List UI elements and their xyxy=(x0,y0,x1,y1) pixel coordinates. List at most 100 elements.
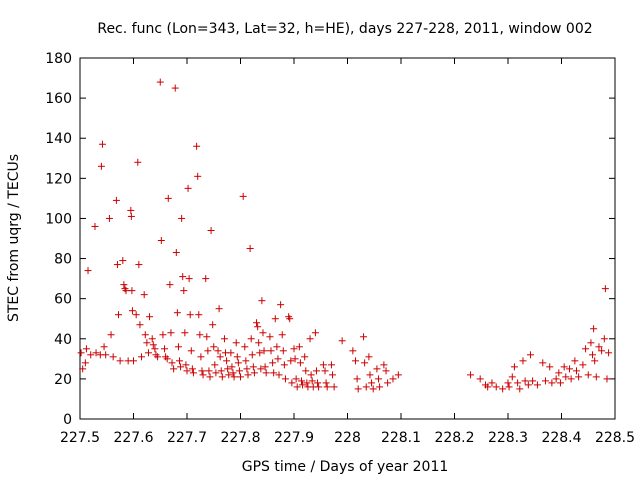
data-point xyxy=(327,361,335,369)
data-point xyxy=(308,377,316,385)
data-point xyxy=(539,359,547,367)
data-point xyxy=(600,335,608,343)
data-point xyxy=(295,343,303,351)
data-point xyxy=(119,257,127,265)
y-tick-label: 60 xyxy=(54,292,72,308)
data-point xyxy=(181,329,189,337)
x-tick-label: 228.5 xyxy=(595,430,635,446)
data-point xyxy=(605,349,613,357)
data-point xyxy=(154,353,162,361)
data-point xyxy=(156,78,164,86)
data-point xyxy=(584,371,592,379)
data-point xyxy=(261,363,269,371)
data-point xyxy=(365,353,373,361)
data-point xyxy=(362,383,370,391)
data-point xyxy=(476,375,484,383)
data-point xyxy=(195,311,203,319)
data-point xyxy=(510,363,518,371)
data-point xyxy=(375,375,383,383)
data-point xyxy=(87,351,95,359)
data-point xyxy=(382,367,390,375)
data-point xyxy=(141,331,149,339)
data-point xyxy=(319,361,327,369)
data-point xyxy=(177,363,185,371)
y-tick-label: 120 xyxy=(45,171,72,187)
data-point xyxy=(250,369,258,377)
data-point xyxy=(262,369,270,377)
data-point xyxy=(312,367,320,375)
data-point xyxy=(212,369,220,377)
data-point xyxy=(232,339,240,347)
data-point xyxy=(548,379,556,387)
data-point xyxy=(115,311,123,319)
data-point xyxy=(148,335,156,343)
data-point xyxy=(592,373,600,381)
data-point xyxy=(582,345,590,353)
data-point xyxy=(499,385,507,393)
data-point xyxy=(595,343,603,351)
data-point xyxy=(173,309,181,317)
data-point xyxy=(279,347,287,355)
data-point xyxy=(258,297,266,305)
data-point xyxy=(277,301,285,309)
x-tick-label: 227.9 xyxy=(274,430,314,446)
data-point xyxy=(552,375,560,383)
data-point xyxy=(229,369,237,377)
data-point xyxy=(321,367,329,375)
data-point xyxy=(556,379,564,387)
data-point xyxy=(159,331,167,339)
data-point xyxy=(533,381,541,389)
data-point xyxy=(255,339,263,347)
data-point xyxy=(112,196,120,204)
data-point xyxy=(254,323,262,331)
data-point xyxy=(484,383,492,391)
data-point xyxy=(601,285,609,293)
data-point xyxy=(246,245,254,253)
data-point xyxy=(102,351,110,359)
data-point xyxy=(291,355,299,363)
data-point xyxy=(220,335,228,343)
data-point xyxy=(235,367,243,375)
x-tick-label: 228.1 xyxy=(381,430,421,446)
x-tick-label: 227.5 xyxy=(60,430,100,446)
data-point xyxy=(242,357,250,365)
data-point xyxy=(203,333,211,341)
data-point xyxy=(488,379,496,387)
data-point xyxy=(380,361,388,369)
data-point xyxy=(519,357,527,365)
data-point xyxy=(354,385,362,393)
x-tick-label: 228.2 xyxy=(434,430,474,446)
x-axis-label: GPS time / Days of year 2011 xyxy=(242,459,449,475)
data-point xyxy=(244,371,252,379)
data-point xyxy=(529,377,537,385)
data-point xyxy=(267,347,275,355)
data-point xyxy=(323,383,331,391)
data-point xyxy=(587,339,595,347)
data-point xyxy=(296,359,304,367)
data-point xyxy=(307,371,315,379)
data-point xyxy=(209,321,217,329)
data-point xyxy=(361,359,369,367)
data-point xyxy=(127,212,135,220)
data-point xyxy=(290,345,298,353)
data-point xyxy=(521,377,529,385)
data-point xyxy=(98,140,106,148)
data-point xyxy=(128,307,136,315)
data-point xyxy=(184,184,192,192)
data-point xyxy=(176,357,184,365)
data-point xyxy=(329,371,337,379)
data-point xyxy=(315,383,323,391)
data-point xyxy=(113,261,121,269)
data-point xyxy=(567,375,575,383)
data-point xyxy=(100,343,108,351)
data-point xyxy=(168,359,176,367)
y-tick-label: 160 xyxy=(45,91,72,107)
data-point xyxy=(140,291,148,299)
data-point xyxy=(286,315,294,323)
data-point xyxy=(302,367,310,375)
x-tick-label: 227.8 xyxy=(220,430,260,446)
data-point xyxy=(297,377,305,385)
data-point xyxy=(228,363,236,371)
data-point xyxy=(590,325,598,333)
